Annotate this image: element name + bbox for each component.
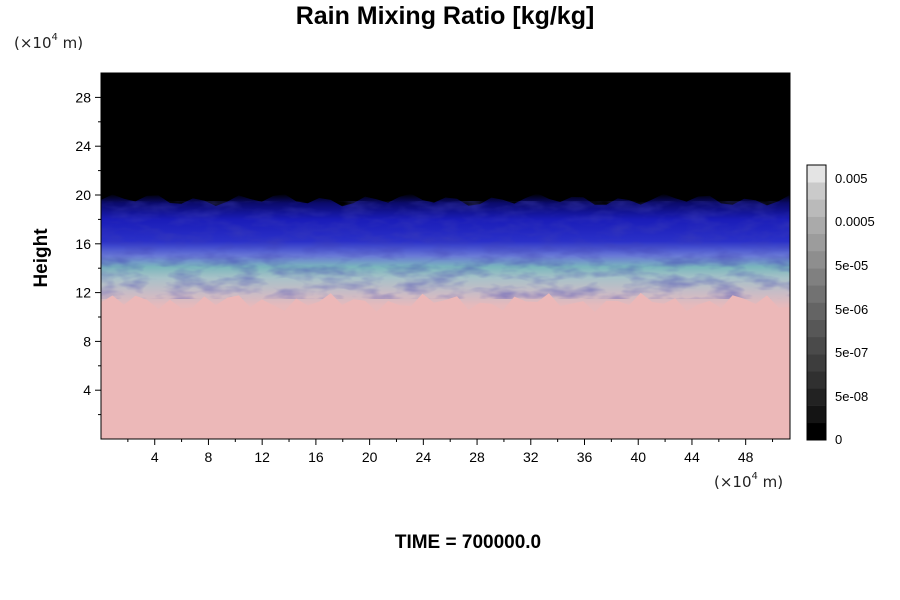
colorbar-frame — [806, 164, 827, 441]
x-tick-label: 20 — [362, 449, 378, 465]
colorbar-swatch — [807, 268, 826, 286]
y-tick-label: 4 — [83, 382, 91, 398]
x-tick-label: 28 — [469, 449, 485, 465]
upper-layer-edge — [101, 73, 790, 207]
colorbar-swatch — [807, 165, 826, 183]
colorbar-swatch — [807, 285, 826, 303]
colorbar-swatch — [807, 422, 826, 441]
colorbar-label: 5e-06 — [835, 302, 868, 317]
colorbar-swatch — [807, 302, 826, 320]
plot-frame — [100, 72, 791, 440]
y-tick-label: 8 — [83, 333, 91, 349]
colorbar-swatch — [807, 371, 826, 389]
time-label: TIME = 700000.0 — [394, 532, 542, 553]
x-tick-label: 48 — [738, 449, 754, 465]
colorbar-swatch — [807, 199, 826, 217]
colorbar-swatch — [807, 233, 826, 252]
y-tick-label: 20 — [75, 187, 91, 203]
colorbar-label: 5e-08 — [835, 389, 868, 404]
y-tick-label: 12 — [75, 285, 91, 301]
colorbar-swatch — [807, 405, 826, 424]
x-axis-unit: (×104 m) — [714, 471, 784, 491]
colorbar-swatch — [807, 388, 826, 406]
colorbar-label: 5e-05 — [835, 258, 868, 273]
chart-title: Rain Mixing Ratio [kg/kg] — [295, 2, 595, 30]
heatmap-field — [101, 73, 790, 439]
x-tick-label: 12 — [254, 449, 270, 465]
colorbar-swatch — [807, 216, 826, 235]
colorbar-legend: 0 5e-08 5e-07 5e-06 5e-05 0.0005 0.005 — [806, 164, 875, 447]
y-tick-label: 28 — [75, 89, 91, 105]
x-tick-label: 32 — [523, 449, 539, 465]
y-tick-label: 16 — [75, 236, 91, 252]
lower-layer-edge — [101, 292, 790, 439]
y-tick-label: 24 — [75, 138, 91, 154]
y-axis-unit: (×104 m) — [14, 32, 84, 52]
x-tick-label: 36 — [577, 449, 593, 465]
colorbar-label: 0.0005 — [835, 214, 875, 229]
colorbar-swatch — [807, 182, 826, 200]
colorbar-label: 5e-07 — [835, 345, 868, 360]
colorbar-label: 0 — [835, 432, 842, 447]
colorbar-label: 0.005 — [835, 171, 868, 186]
x-tick-label: 24 — [416, 449, 432, 465]
colorbar-swatch — [807, 336, 826, 355]
x-tick-label: 16 — [308, 449, 324, 465]
x-tick-label: 8 — [205, 449, 213, 465]
colorbar-swatch — [807, 319, 826, 338]
colorbar-swatch — [807, 250, 826, 269]
x-tick-label: 4 — [151, 449, 159, 465]
x-tick-label: 40 — [630, 449, 646, 465]
colorbar-swatch — [807, 354, 826, 372]
turbulence-band — [101, 201, 790, 299]
x-tick-label: 44 — [684, 449, 700, 465]
